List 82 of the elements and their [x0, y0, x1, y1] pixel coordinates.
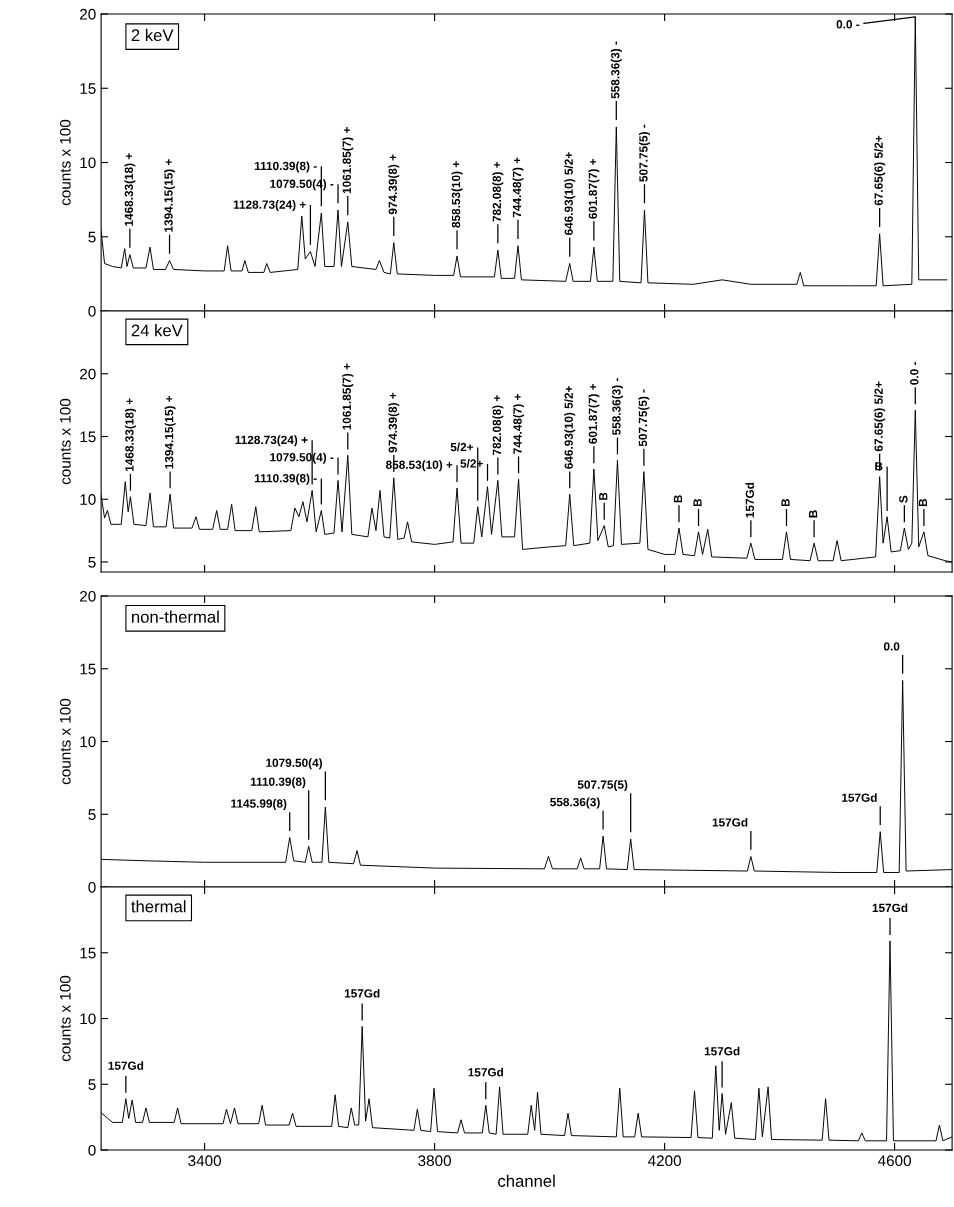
annotation: 507.75(5) — [577, 780, 628, 792]
annotation: 5/2+ — [450, 442, 474, 452]
text: 2 keV — [131, 28, 174, 42]
annotation: 157Gd — [745, 482, 755, 518]
annotation: 1468.33(18) + — [124, 398, 136, 472]
y-tick-label: 20 — [80, 590, 96, 602]
annotation: 974.39(8) + — [388, 392, 400, 453]
annotation: 601.87(7) + — [588, 383, 600, 444]
annotation: 157Gd — [712, 817, 748, 827]
x-tick-label: 4200 — [647, 1155, 681, 1167]
annotation: 1394.15(15) + — [164, 159, 176, 232]
annotation: B — [809, 510, 818, 518]
y-axis-title: counts x 100 — [59, 398, 71, 485]
y-tick-label: 10 — [80, 1013, 96, 1025]
annotation: 67.65(6) 5/2+ — [874, 135, 886, 206]
annotation: 1110.39(8) - — [254, 473, 317, 485]
annotation: 1110.39(8) — [250, 777, 306, 789]
y-tick-label: 15 — [80, 947, 96, 959]
y-tick-label: 5 — [88, 809, 96, 820]
annotation: 558.36(3) — [550, 797, 600, 809]
annotation: 558.36(3) - — [610, 41, 622, 99]
annotation: 646.93(10) 5/2+ — [564, 386, 576, 469]
annotation: 1468.33(18) + — [124, 153, 136, 226]
annotation: 157Gd — [344, 988, 380, 998]
y-axis-title: counts x 100 — [59, 975, 71, 1062]
y-tick-label: 15 — [80, 663, 96, 675]
y-tick-label: 0 — [88, 305, 96, 317]
annotation: B — [599, 492, 608, 500]
y-tick-label: 20 — [80, 8, 96, 20]
y-tick-label: 0 — [88, 1144, 96, 1156]
text: thermal — [131, 900, 186, 913]
annotation: S — [899, 495, 908, 503]
y-tick-label: 10 — [80, 494, 96, 505]
x-axis-title: channel — [498, 1174, 555, 1187]
annotation: 1394.15(15) + — [164, 395, 176, 469]
annotation: 1128.73(24) + — [235, 435, 308, 447]
text: 24 keV — [131, 324, 183, 337]
y-axis-title: counts x 100 — [59, 698, 71, 785]
x-tick-label: 3400 — [188, 1155, 222, 1167]
annotation: 157Gd — [468, 1067, 504, 1077]
annotation: B — [918, 498, 927, 507]
annotation: 858.53(10) + — [451, 161, 463, 228]
annotation: 744.48(7) + — [513, 393, 525, 454]
annotation: 646.93(10) 5/2+ — [564, 152, 576, 236]
y-axis-title: counts x 100 — [59, 119, 71, 206]
y-tick-label: 10 — [80, 736, 96, 748]
annotation: 507.75(5) - — [638, 124, 650, 182]
annotation: 601.87(7) + — [588, 158, 600, 219]
annotation: 782.08(8) + — [492, 161, 504, 222]
text: non-thermal — [132, 610, 219, 623]
annotation: B — [673, 495, 683, 503]
annotation: 157Gd — [108, 1061, 144, 1070]
annotation: B — [781, 498, 790, 507]
annotation: 782.08(8) + — [492, 395, 504, 455]
annotation: 157Gd — [842, 793, 877, 802]
annotation: 157Gd — [704, 1046, 740, 1056]
annotation: 0.0 — [883, 642, 900, 651]
annotation: 744.48(7) + — [512, 157, 524, 218]
annotation: 1128.73(24) + — [233, 200, 306, 212]
annotation: 1110.39(8) - — [254, 161, 317, 173]
annotation: 558.36(3) - — [611, 378, 623, 436]
annotation: 507.75(5) - — [638, 389, 650, 447]
annotation: 1061.85(7) + — [342, 127, 354, 194]
x-tick-label: 4600 — [877, 1155, 911, 1167]
annotation: 157Gd — [872, 903, 908, 913]
annotation: 1079.50(4) — [266, 758, 323, 770]
annotation: 1145.99(8) — [231, 799, 287, 811]
annotation: 67.65(6) 5/2+ — [874, 381, 886, 452]
y-tick-label: 10 — [80, 157, 96, 169]
y-tick-label: 0 — [88, 881, 96, 893]
y-tick-label: 5 — [88, 556, 96, 568]
y-tick-label: 20 — [80, 368, 96, 380]
annotation: 1061.85(7) + — [342, 363, 354, 430]
annotation: 0.0 - — [910, 362, 919, 385]
y-tick-label: 5 — [88, 1079, 96, 1090]
annotation: B — [693, 498, 702, 507]
y-tick-label: 15 — [80, 83, 96, 94]
x-tick-label: 3800 — [418, 1155, 452, 1167]
y-tick-label: 5 — [88, 231, 96, 243]
y-tick-label: 15 — [80, 431, 96, 443]
annotation: 0.0 - — [836, 20, 860, 29]
annotation: 974.39(8) + — [388, 154, 400, 215]
